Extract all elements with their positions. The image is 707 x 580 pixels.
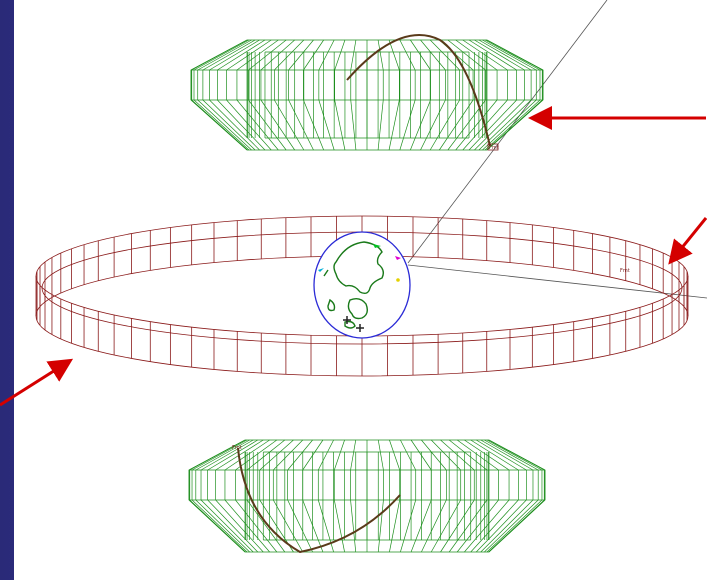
line-to-right bbox=[407, 264, 707, 299]
marker-label-ring: Fmt bbox=[620, 268, 630, 274]
ring-wireframe bbox=[35, 215, 689, 377]
marker-label-lower: Fmt bbox=[232, 445, 242, 451]
globe-land bbox=[327, 241, 385, 329]
marker-label-upper: Fmt bbox=[489, 145, 499, 151]
orbit-arc-lower bbox=[237, 447, 401, 554]
arrow-ring-right bbox=[668, 217, 707, 265]
lower-shell bbox=[188, 439, 546, 553]
arrow-ring-left bbox=[0, 358, 74, 407]
orbit-arc-upper bbox=[346, 34, 491, 147]
upper-shell bbox=[190, 39, 544, 151]
marker-upper bbox=[487, 143, 499, 151]
globe bbox=[313, 231, 411, 339]
